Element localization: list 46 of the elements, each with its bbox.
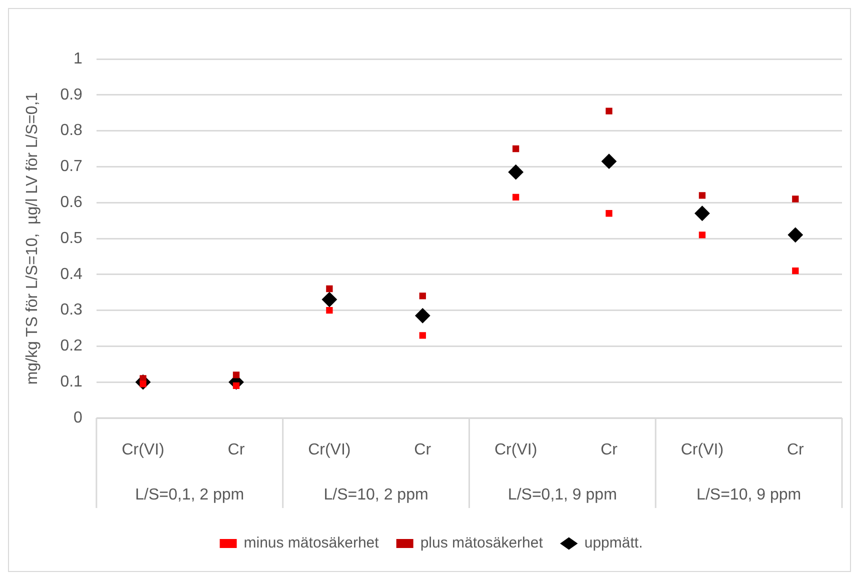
y-tick-label: 0.1 [60,374,83,391]
x-tick-label: Cr(VI) [680,441,724,458]
point [508,164,524,180]
text: L/S=10, 9 ppm [696,486,802,504]
y-tick-label: 0.4 [60,266,83,283]
point [512,145,520,152]
x-tick-label: Cr [600,441,618,458]
x-tick-label: Cr(VI) [308,441,351,458]
point [792,196,799,202]
point [698,232,706,238]
y-tick-label: 0.3 [60,302,83,319]
point [792,267,799,274]
point [606,108,612,114]
y-tick-label: 0 [74,409,83,426]
y-axis-title: mg/kg TS för L/S=10, µg/l LV för L/S=0,1 [24,92,42,385]
y-tick-label: 0.5 [60,230,83,247]
x-tick-label: Cr(VI) [122,441,164,458]
text: L/S=0,1, 9 ppm [508,486,617,504]
y-tick-label: 0.6 [60,194,83,212]
point [698,192,706,199]
x-tick-label: Cr [414,441,432,458]
x-tick-label: Cr [228,441,246,458]
legend-label: plus mätosäkerhet [420,534,544,552]
point [326,306,333,314]
point [419,292,426,300]
point [232,372,240,378]
point [606,210,612,217]
legend-label: minus mätosäkerhet [244,534,380,552]
text: L/S=0,1, 2 ppm [135,486,244,504]
point [788,227,803,242]
y-tick-label: 0.9 [60,86,83,104]
x-tick-label: Cr [786,441,805,458]
x-tick-label: Cr(VI) [494,441,538,458]
legend-label: uppmätt. [584,534,643,552]
point [512,194,520,201]
y-tick-label: 0.8 [60,122,83,140]
point [322,292,337,308]
point [602,154,617,169]
text: L/S=10, 2 ppm [324,486,428,504]
y-tick-label: 1 [74,50,83,68]
point [326,285,333,292]
y-tick-label: 0.7 [60,158,83,176]
point [419,332,426,339]
y-tick-label: 0.2 [60,338,83,355]
point [415,308,430,324]
point [694,206,710,221]
